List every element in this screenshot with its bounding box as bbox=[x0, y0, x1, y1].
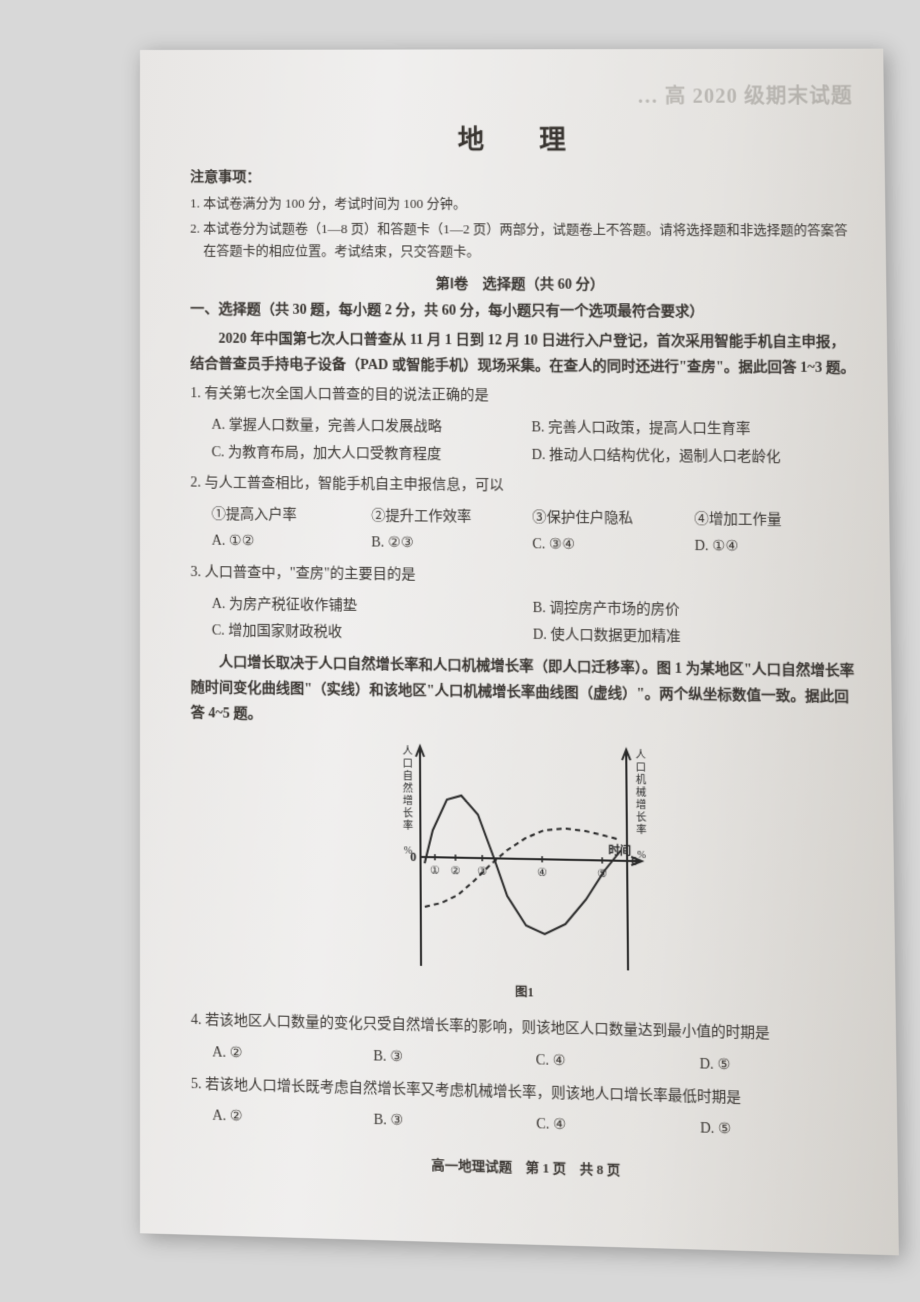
question-4: 4. 若该地区人口数量的变化只受自然增长率的影响，则该地区人口数量达到最小值的时… bbox=[191, 1008, 865, 1084]
q2-item-3: ③保护住户隐私 bbox=[532, 505, 694, 534]
q4-choice-d: D. ⑤ bbox=[699, 1052, 865, 1084]
svg-text:口: 口 bbox=[636, 763, 646, 775]
q1-choice-a: A. 掌握人口数量，完善人口发展战略 bbox=[211, 413, 531, 443]
q3-choice-d: D. 使人口数据更加精准 bbox=[533, 623, 860, 655]
svg-text:①: ① bbox=[430, 865, 440, 878]
question-2: 2. 与人工普查相比，智能手机自主申报信息，可以 ①提高入户率 ②提升工作效率 … bbox=[190, 471, 858, 564]
figure-1-chart: 人口自然增长率 %人口机械增长率 %时间00①②③④⑤ bbox=[191, 735, 864, 987]
q2-choice-a: A. ①② bbox=[212, 529, 372, 558]
q5-choice-d: D. ⑤ bbox=[700, 1116, 866, 1148]
svg-text:长: 长 bbox=[636, 812, 647, 825]
svg-text:自: 自 bbox=[403, 769, 413, 783]
svg-text:增: 增 bbox=[636, 798, 647, 812]
q2-item-1: ①提高入户率 bbox=[212, 502, 372, 531]
q2-item-2: ②提升工作效率 bbox=[371, 503, 532, 532]
question-1: 1. 有关第七次全国人口普查的目的说法正确的是 A. 掌握人口数量，完善人口发展… bbox=[190, 382, 857, 473]
question-5: 5. 若该地人口增长既考虑自然增长率又考虑机械增长率，则该地人口增长率最低时期是… bbox=[191, 1071, 866, 1148]
svg-text:⑤: ⑤ bbox=[597, 868, 607, 881]
svg-text:械: 械 bbox=[636, 786, 647, 800]
q2-choice-d: D. ①④ bbox=[694, 534, 858, 563]
svg-text:人: 人 bbox=[636, 749, 646, 762]
subject-title: 地 理 bbox=[190, 119, 853, 157]
q4-choice-a: A. ② bbox=[212, 1040, 373, 1072]
q2-item-4: ④增加工作量 bbox=[694, 507, 858, 536]
q2-choice-c: C. ③④ bbox=[532, 532, 695, 561]
q5-choice-a: A. ② bbox=[212, 1103, 373, 1135]
passage-1: 2020 年中国第七次人口普查从 11 月 1 日到 12 月 10 日进行入户… bbox=[190, 327, 856, 382]
svg-text:口: 口 bbox=[403, 759, 413, 771]
q5-choice-b: B. ③ bbox=[374, 1107, 537, 1139]
q4-choice-c: C. ④ bbox=[536, 1048, 700, 1080]
notice-item-1: 1. 本试卷满分为 100 分，考试时间为 100 分钟。 bbox=[190, 192, 854, 216]
svg-text:0: 0 bbox=[410, 850, 416, 865]
q3-choice-c: C. 增加国家财政税收 bbox=[212, 618, 533, 650]
svg-text:④: ④ bbox=[537, 867, 547, 880]
svg-text:③: ③ bbox=[477, 866, 487, 879]
svg-text:0: 0 bbox=[631, 854, 637, 869]
question-3-text: 3. 人口普查中，"查房"的主要目的是 bbox=[190, 560, 858, 595]
exam-paper-page: … 高 2020 级期末试题 地 理 注意事项： 1. 本试卷满分为 100 分… bbox=[140, 49, 899, 1256]
q4-choice-b: B. ③ bbox=[373, 1044, 536, 1076]
passage-2: 人口增长取决于人口自然增长率和人口机械增长率（即人口迁移率）。图 1 为某地区"… bbox=[191, 649, 861, 737]
svg-text:长: 长 bbox=[403, 807, 413, 820]
question-1-text: 1. 有关第七次全国人口普查的目的说法正确的是 bbox=[190, 382, 856, 414]
svg-text:②: ② bbox=[450, 865, 460, 878]
q3-choice-a: A. 为房产税征收作铺垫 bbox=[212, 591, 533, 622]
svg-text:率: 率 bbox=[403, 819, 413, 833]
notice-item-2: 2. 本试卷分为试题卷（1—8 页）和答题卡（1—2 页）两部分，试题卷上不答题… bbox=[190, 218, 855, 265]
q5-choice-c: C. ④ bbox=[536, 1112, 700, 1144]
svg-text:%: % bbox=[637, 850, 646, 862]
question-3: 3. 人口普查中，"查房"的主要目的是 A. 为房产税征收作铺垫 B. 调控房产… bbox=[190, 560, 859, 655]
section-1-header: 第Ⅰ卷 选择题（共 60 分） bbox=[190, 272, 855, 295]
partial-top-header: … 高 2020 级期末试题 bbox=[190, 79, 853, 109]
notice-label: 注意事项： bbox=[190, 166, 854, 187]
svg-text:增: 增 bbox=[403, 794, 413, 808]
svg-text:人: 人 bbox=[403, 745, 413, 758]
q1-choice-b: B. 完善人口政策，提高人口生育率 bbox=[531, 415, 857, 445]
q2-choice-b: B. ②③ bbox=[371, 531, 532, 560]
svg-text:机: 机 bbox=[636, 773, 647, 787]
q1-choice-c: C. 为教育布局，加大人口受教育程度 bbox=[212, 440, 532, 470]
question-2-text: 2. 与人工普查相比，智能手机自主申报信息，可以 bbox=[190, 471, 857, 505]
svg-text:率: 率 bbox=[636, 823, 647, 837]
q3-choice-b: B. 调控房产市场的房价 bbox=[533, 595, 860, 627]
q1-choice-d: D. 推动人口结构优化，遏制人口老龄化 bbox=[532, 442, 858, 472]
mcq-instructions: 一、选择题（共 30 题，每小题 2 分，共 60 分，每小题只有一个选项最符合… bbox=[190, 298, 855, 326]
page-footer: 高一地理试题 第 1 页 共 8 页 bbox=[191, 1147, 866, 1185]
chart-svg: 人口自然增长率 %人口机械增长率 %时间00①②③④⑤ bbox=[379, 738, 670, 982]
svg-text:然: 然 bbox=[403, 782, 413, 796]
